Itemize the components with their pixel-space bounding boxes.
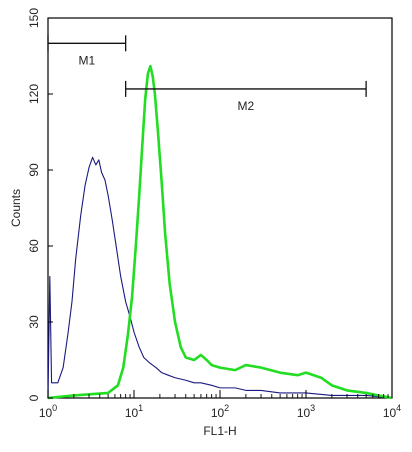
y-tick-label: 0: [27, 394, 41, 401]
histogram-series-2: [47, 64, 393, 400]
y-tick-label: 30: [27, 315, 41, 329]
y-tick-label: 150: [27, 8, 41, 28]
plot-frame: [47, 17, 393, 399]
y-axis-title: Counts: [9, 189, 23, 227]
x-tick-label: 103: [297, 403, 315, 420]
x-tick-label: 104: [383, 403, 401, 420]
x-tick-label: 101: [125, 403, 143, 420]
gate-m1-label: M1: [78, 53, 95, 67]
x-tick-label: 102: [211, 403, 229, 420]
gate-m2-label: M2: [238, 99, 255, 113]
histogram-series-1: [47, 156, 393, 399]
x-axis-title: FL1-H: [203, 424, 236, 438]
y-tick-label: 120: [27, 84, 41, 104]
y-tick-label: 60: [27, 239, 41, 253]
x-tick-label: 100: [39, 403, 57, 420]
y-tick-label: 90: [27, 163, 41, 177]
